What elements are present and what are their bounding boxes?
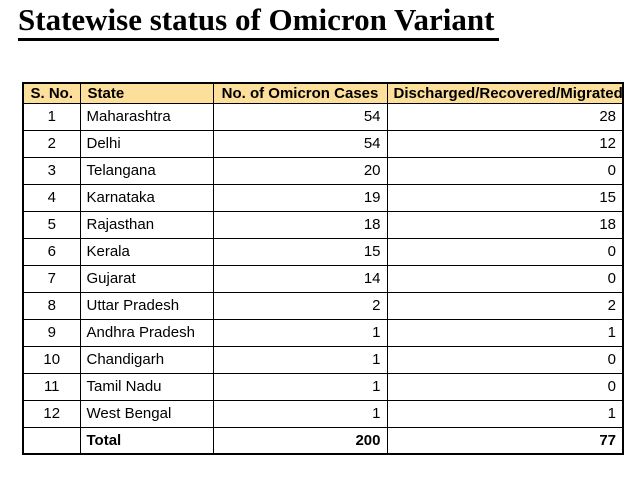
omicron-status-table: S. No. State No. of Omicron Cases Discha… <box>22 82 624 455</box>
cell-cases: 1 <box>212 345 388 374</box>
table-row: 7 Gujarat 14 0 <box>22 264 624 293</box>
cell-discharged: 0 <box>386 156 624 185</box>
cell-sno: 2 <box>22 129 81 158</box>
table-row: 3 Telangana 20 0 <box>22 156 624 185</box>
cell-cases: 19 <box>212 183 388 212</box>
cell-cases: 15 <box>212 237 388 266</box>
cell-discharged: 1 <box>386 399 624 428</box>
table-row: 5 Rajasthan 18 18 <box>22 210 624 239</box>
table-row: 9 Andhra Pradesh 1 1 <box>22 318 624 347</box>
table-row: 4 Karnataka 19 15 <box>22 183 624 212</box>
cell-cases: 18 <box>212 210 388 239</box>
total-label: Total <box>79 426 214 455</box>
cell-cases: 1 <box>212 399 388 428</box>
cell-sno: 12 <box>22 399 81 428</box>
cell-sno: 4 <box>22 183 81 212</box>
cell-state: West Bengal <box>79 399 214 428</box>
cell-discharged: 1 <box>386 318 624 347</box>
total-row: Total 200 77 <box>22 426 624 455</box>
cell-sno: 1 <box>22 102 81 131</box>
cell-state: Gujarat <box>79 264 214 293</box>
page-title: Statewise status of Omicron Variant <box>18 2 500 42</box>
cell-discharged: 28 <box>386 102 624 131</box>
column-header-sno: S. No. <box>22 82 81 104</box>
cell-discharged: 0 <box>386 345 624 374</box>
table-row: 11 Tamil Nadu 1 0 <box>22 372 624 401</box>
cell-state: Tamil Nadu <box>79 372 214 401</box>
cell-state: Telangana <box>79 156 214 185</box>
cell-sno: 8 <box>22 291 81 320</box>
cell-sno: 9 <box>22 318 81 347</box>
cell-state: Karnataka <box>79 183 214 212</box>
column-header-state: State <box>79 82 214 104</box>
table-row: 12 West Bengal 1 1 <box>22 399 624 428</box>
table-row: 8 Uttar Pradesh 2 2 <box>22 291 624 320</box>
cell-discharged: 2 <box>386 291 624 320</box>
cell-cases: 2 <box>212 291 388 320</box>
cell-cases: 20 <box>212 156 388 185</box>
cell-discharged: 15 <box>386 183 624 212</box>
cell-sno: 3 <box>22 156 81 185</box>
cell-cases: 1 <box>212 372 388 401</box>
cell-sno: 10 <box>22 345 81 374</box>
cell-discharged: 0 <box>386 237 624 266</box>
table-row: 10 Chandigarh 1 0 <box>22 345 624 374</box>
cell-cases: 54 <box>212 129 388 158</box>
cell-cases: 54 <box>212 102 388 131</box>
total-cases: 200 <box>212 426 388 455</box>
cell-sno: 11 <box>22 372 81 401</box>
total-empty-cell <box>22 426 81 455</box>
cell-state: Kerala <box>79 237 214 266</box>
cell-sno: 5 <box>22 210 81 239</box>
cell-cases: 1 <box>212 318 388 347</box>
cell-state: Rajasthan <box>79 210 214 239</box>
cell-sno: 6 <box>22 237 81 266</box>
cell-state: Maharashtra <box>79 102 214 131</box>
table-row: 6 Kerala 15 0 <box>22 237 624 266</box>
table-row: 1 Maharashtra 54 28 <box>22 102 624 131</box>
cell-discharged: 0 <box>386 264 624 293</box>
cell-sno: 7 <box>22 264 81 293</box>
cell-state: Chandigarh <box>79 345 214 374</box>
column-header-discharged: Discharged/Recovered/Migrated <box>386 82 624 104</box>
cell-state: Andhra Pradesh <box>79 318 214 347</box>
cell-discharged: 12 <box>386 129 624 158</box>
column-header-cases: No. of Omicron Cases <box>212 82 388 104</box>
table-row: 2 Delhi 54 12 <box>22 129 624 158</box>
cell-discharged: 18 <box>386 210 624 239</box>
cell-cases: 14 <box>212 264 388 293</box>
cell-discharged: 0 <box>386 372 624 401</box>
cell-state: Uttar Pradesh <box>79 291 214 320</box>
header-row: S. No. State No. of Omicron Cases Discha… <box>22 82 624 104</box>
cell-state: Delhi <box>79 129 214 158</box>
total-discharged: 77 <box>386 426 624 455</box>
